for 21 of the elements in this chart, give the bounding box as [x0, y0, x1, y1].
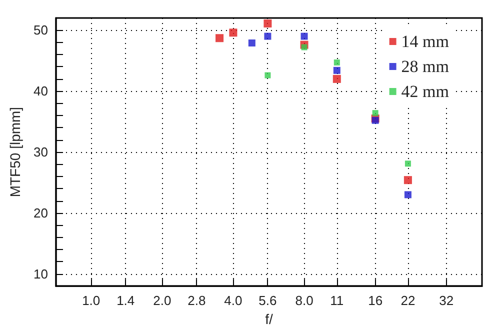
x-tick-label: 22: [400, 293, 416, 308]
x-tick-label: 1.0: [82, 293, 100, 308]
x-tick-label: 5.6: [258, 293, 277, 308]
legend-label: 42 mm: [401, 82, 450, 101]
x-tick-label: 2.8: [188, 293, 206, 308]
x-tick-label: 2.0: [153, 293, 172, 308]
y-axis-title: MTF50 [lpmm]: [7, 106, 23, 198]
y-tick-label: 20: [34, 205, 48, 220]
y-tick-label: 40: [34, 84, 48, 99]
x-tick-label: 32: [439, 293, 454, 308]
y-tick-label: 10: [34, 266, 48, 282]
y-tick-label: 30: [34, 144, 48, 160]
x-axis-title: f/: [265, 311, 273, 327]
x-tick-label: 1.4: [116, 293, 135, 308]
y-tick-label: 50: [34, 22, 48, 38]
x-tick-label: 11: [330, 293, 344, 308]
x-tick-label: 16: [368, 293, 383, 308]
legend-label: 28 mm: [401, 57, 450, 76]
x-tick-label: 8.0: [295, 293, 314, 308]
legend-label: 14 mm: [401, 32, 450, 51]
x-tick-label: 4.0: [224, 293, 242, 308]
